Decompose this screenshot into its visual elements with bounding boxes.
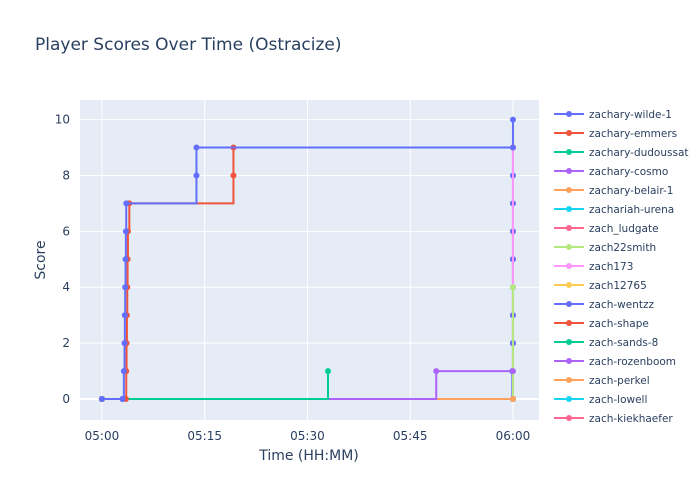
data-point (98, 396, 105, 403)
data-point (509, 396, 516, 403)
data-point (119, 396, 126, 403)
x-axis-title: Time (HH:MM) (258, 448, 359, 464)
legend-marker (566, 415, 572, 421)
legend-item[interactable]: zachary-wilde-1 (554, 109, 672, 121)
series-zachary-wilde-1 (98, 144, 516, 403)
data-point (122, 256, 129, 263)
legend-label: zachariah-urena (589, 204, 674, 216)
data-point (122, 228, 129, 235)
y-tick-label: 2 (62, 336, 70, 350)
plot-area (80, 100, 539, 420)
series-layer (98, 116, 516, 403)
legend-item[interactable]: zach-kiekhaefer (554, 413, 673, 425)
legend-label: zach-perkel (589, 375, 650, 387)
chart-title: Player Scores Over Time (Ostracize) (35, 35, 342, 55)
legend-item[interactable]: zachary-belair-1 (554, 185, 673, 197)
series-line (101, 371, 329, 401)
x-tick-label: 05:00 (85, 429, 120, 443)
legend-label: zach-kiekhaefer (589, 413, 673, 425)
y-axis-title: Score (33, 240, 49, 279)
x-tick-label: 05:30 (290, 429, 325, 443)
legend-label: zachary-dudoussat (589, 147, 689, 159)
legend-label: zachary-cosmo (589, 166, 668, 178)
data-point (193, 172, 200, 179)
legend-marker (566, 263, 572, 269)
legend-item[interactable]: zach-rozenboom (554, 356, 676, 368)
x-tick-label: 06:00 (496, 429, 531, 443)
legend-label: zach173 (589, 261, 633, 273)
legend-marker (566, 244, 572, 250)
legend-label: zach_ludgate (589, 223, 659, 235)
legend-marker (566, 320, 572, 326)
legend-marker (566, 396, 572, 402)
legend-label: zach-wentzz (589, 299, 654, 311)
legend-marker (566, 301, 572, 307)
legend-marker (566, 149, 572, 155)
legend-label: zach-rozenboom (589, 356, 676, 368)
data-point (123, 200, 130, 207)
legend-marker (566, 377, 572, 383)
legend-item[interactable]: zach-perkel (554, 375, 650, 387)
legend-item[interactable]: zach12765 (554, 280, 647, 292)
legend-marker (566, 111, 572, 117)
legend-marker (566, 339, 572, 345)
data-point (509, 368, 516, 375)
legend-marker (566, 225, 572, 231)
data-point (193, 144, 200, 151)
y-tick-label: 0 (62, 392, 70, 406)
legend-item[interactable]: zach-wentzz (554, 299, 654, 311)
x-tick-label: 05:15 (187, 429, 222, 443)
y-tick-label: 4 (62, 280, 70, 294)
legend-item[interactable]: zach173 (554, 261, 633, 273)
x-tick-label: 05:45 (393, 429, 428, 443)
data-point (433, 368, 440, 375)
legend-label: zachary-belair-1 (589, 185, 673, 197)
legend-item[interactable]: zach-shape (554, 318, 649, 330)
legend-label: zachary-wilde-1 (589, 109, 672, 121)
legend-marker (566, 168, 572, 174)
legend-marker (566, 206, 572, 212)
data-point (509, 284, 516, 291)
legend-marker (566, 282, 572, 288)
y-tick-label: 8 (62, 168, 70, 182)
legend-item[interactable]: zach-lowell (554, 394, 647, 406)
y-tick-label: 10 (55, 113, 70, 127)
legend-item[interactable]: zach-sands-8 (554, 337, 658, 349)
legend-item[interactable]: zachary-dudoussat (554, 147, 689, 159)
data-point (230, 172, 237, 179)
y-axis-ticks: 0 2 4 6 8 10 (55, 113, 70, 406)
legend-item[interactable]: zach22smith (554, 242, 656, 254)
legend-label: zach-lowell (589, 394, 647, 406)
legend-marker (566, 187, 572, 193)
data-point (324, 368, 331, 375)
data-point (509, 144, 516, 151)
data-point (121, 312, 128, 319)
legend-label: zach-shape (589, 318, 649, 330)
y-tick-label: 6 (62, 224, 70, 238)
x-axis-ticks: 05:00 05:15 05:30 05:45 06:00 (85, 429, 531, 443)
legend-label: zach22smith (589, 242, 656, 254)
data-point (122, 284, 129, 291)
legend-label: zach-sands-8 (589, 337, 658, 349)
legend-marker (566, 358, 572, 364)
data-point (121, 340, 128, 347)
data-point (120, 368, 127, 375)
legend-item[interactable]: zachary-cosmo (554, 166, 668, 178)
legend-item[interactable]: zach_ludgate (554, 223, 659, 235)
legend-item[interactable]: zachariah-urena (554, 204, 674, 216)
data-point (509, 116, 516, 123)
legend[interactable]: zachary-wilde-1 zachary-emmers zachary-dud… (554, 109, 689, 425)
legend-label: zachary-emmers (589, 128, 677, 140)
legend-marker (566, 130, 572, 136)
legend-item[interactable]: zachary-emmers (554, 128, 677, 140)
legend-label: zach12765 (589, 280, 647, 292)
